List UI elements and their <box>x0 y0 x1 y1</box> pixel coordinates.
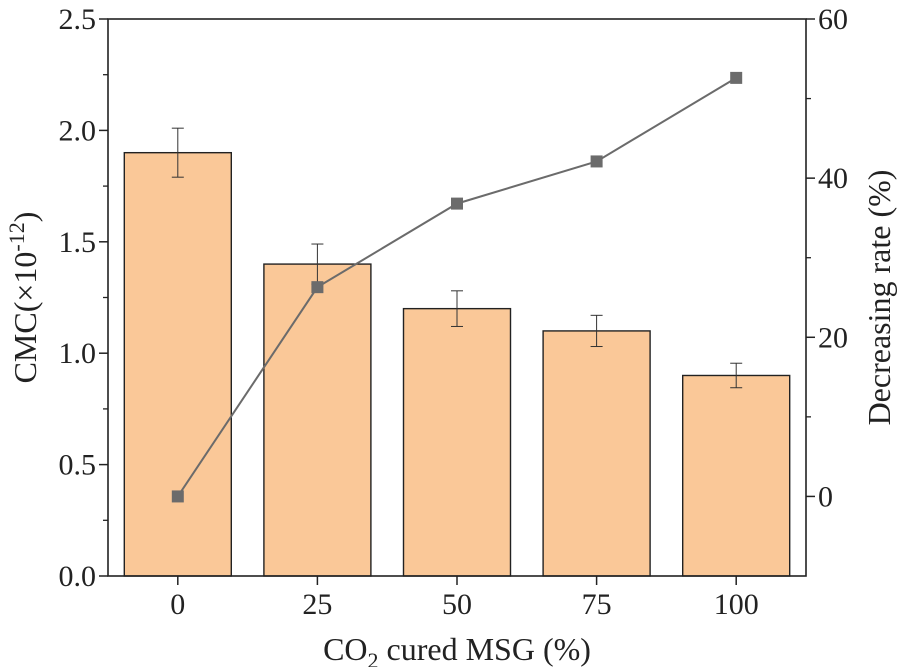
bar <box>263 263 372 577</box>
bars-layer <box>123 151 791 577</box>
y-right-tick-label: 0 <box>818 480 833 513</box>
y-left-tick-label: 0.5 <box>59 449 97 482</box>
y-left-tick-label: 1.0 <box>59 337 97 370</box>
y-left-tick-label: 2.0 <box>59 114 97 147</box>
line-marker <box>311 281 324 294</box>
bar <box>682 374 791 577</box>
y-left-tick-label: 1.5 <box>59 226 97 259</box>
x-axis-title: CO2 cured MSG (%) <box>323 631 591 667</box>
x-tick-label: 50 <box>442 588 472 621</box>
bar <box>542 330 651 577</box>
line-marker <box>451 197 463 210</box>
x-tick-label: 25 <box>302 588 332 621</box>
line-marker <box>590 155 603 168</box>
y-right-tick-label: 20 <box>818 321 848 354</box>
y-left-tick-label: 2.5 <box>59 3 97 36</box>
line-marker <box>171 490 184 503</box>
ticks-layer: 0.0 0.5 1.0 1.5 2.0 2.5 0 20 40 60 0 25 50 75 100 <box>59 3 849 621</box>
y-axis-left-title: CMC(×10-12) <box>4 212 43 384</box>
bar <box>123 151 233 577</box>
line-series-layer <box>171 71 743 503</box>
x-tick-label: 100 <box>714 588 759 621</box>
bar <box>402 307 512 577</box>
line-marker <box>730 71 743 84</box>
y-left-tick-label: 0.0 <box>59 560 97 593</box>
x-tick-label: 0 <box>170 588 185 621</box>
y-axis-right-title: Decreasing rate (%) <box>861 170 897 426</box>
y-right-tick-label: 40 <box>818 162 848 195</box>
y-right-tick-label: 60 <box>818 3 848 36</box>
x-tick-label: 75 <box>582 588 612 621</box>
